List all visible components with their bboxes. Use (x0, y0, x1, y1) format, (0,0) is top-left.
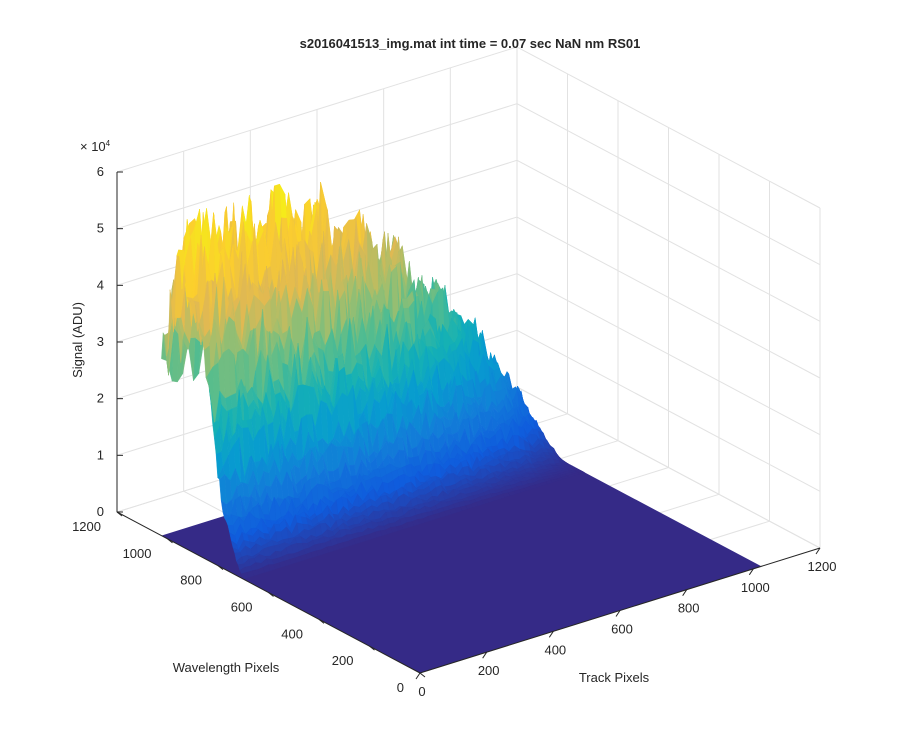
y-tick (419, 672, 426, 678)
z-axis-label: Signal (ADU) (70, 302, 85, 378)
y-tick-label: 1200 (72, 519, 101, 534)
x-tick (415, 672, 421, 680)
y-tick-label: 800 (180, 573, 202, 588)
x-tick-label: 400 (544, 642, 566, 657)
z-tick-label: 4 (97, 277, 104, 292)
y-tick-label: 600 (231, 600, 253, 615)
y-tick-label: 200 (332, 653, 354, 668)
x-tick-label: 1000 (741, 580, 770, 595)
y-axis-label: Wavelength Pixels (173, 660, 280, 675)
z-tick-label: 0 (97, 504, 104, 519)
grid-line-z (116, 46, 821, 209)
grid-line-z (116, 103, 821, 266)
y-tick-label: 0 (397, 680, 404, 695)
x-tick-label: 600 (611, 622, 633, 637)
z-exponent-base: × 10 (80, 139, 106, 154)
x-tick-label: 800 (678, 601, 700, 616)
z-exponent-power: 4 (106, 139, 111, 148)
y-tick-label: 400 (281, 626, 303, 641)
x-tick-label: 1200 (808, 559, 837, 574)
x-tick-label: 200 (478, 663, 500, 678)
z-exponent-label: × 104 (80, 139, 111, 154)
z-tick-label: 6 (97, 164, 104, 179)
surface-layer (161, 182, 762, 673)
x-tick-label: 0 (418, 684, 425, 699)
z-tick-label: 1 (97, 447, 104, 462)
x-axis-label: Track Pixels (579, 670, 650, 685)
chart-title: s2016041513_img.mat int time = 0.07 sec … (300, 36, 641, 51)
z-tick-label: 3 (97, 334, 104, 349)
z-tick-label: 5 (97, 221, 104, 236)
y-tick-label: 1000 (123, 546, 152, 561)
z-tick-label: 2 (97, 391, 104, 406)
